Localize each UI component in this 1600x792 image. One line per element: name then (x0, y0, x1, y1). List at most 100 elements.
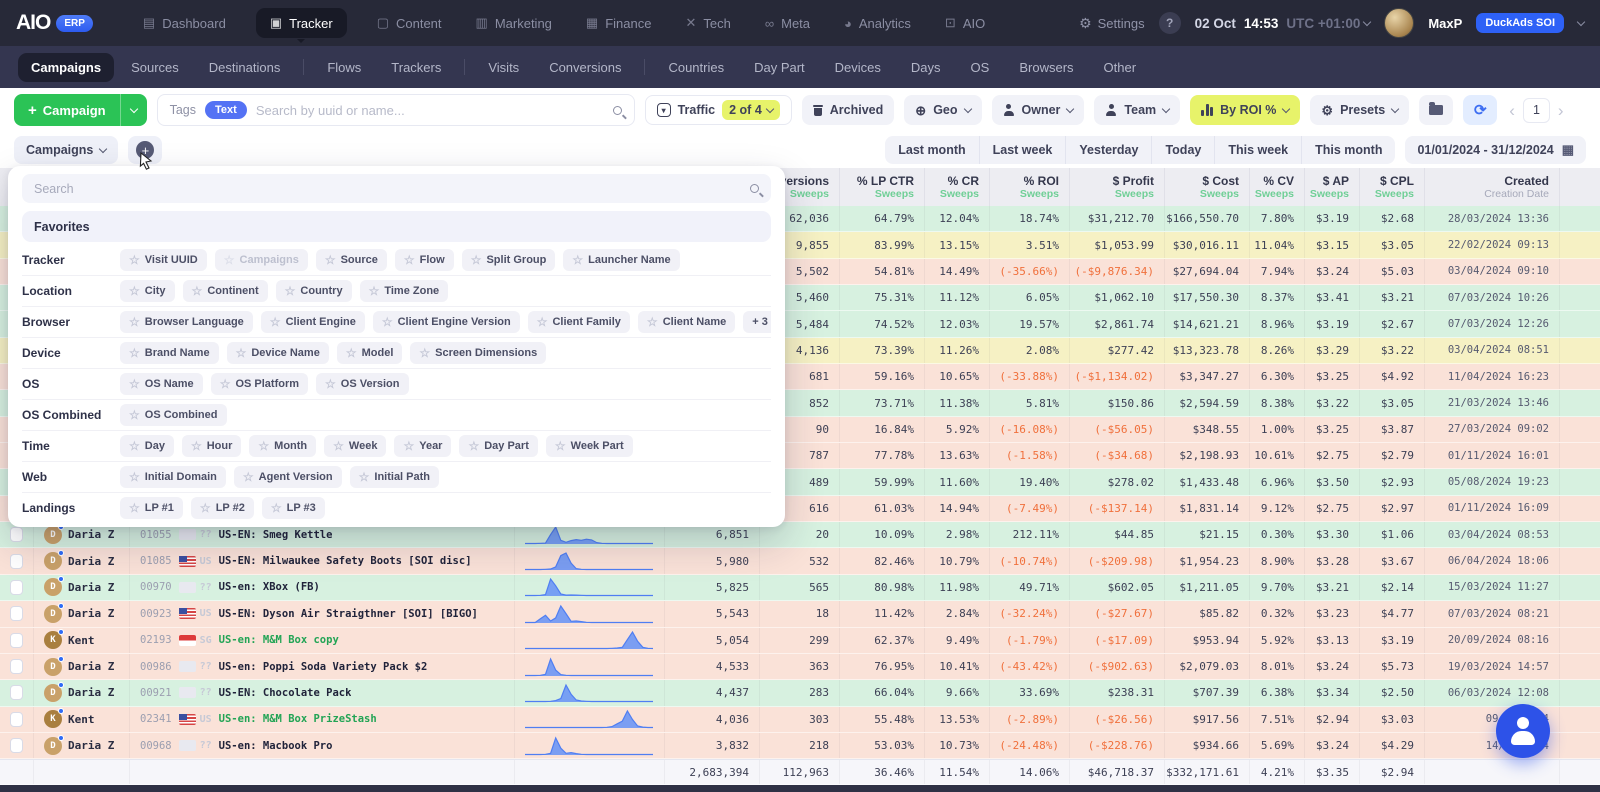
filter-chip-device-name[interactable]: ☆Device Name (227, 342, 329, 364)
filter-chip-client-engine[interactable]: ☆Client Engine (261, 311, 365, 333)
filter-chip-hour[interactable]: ☆Hour (182, 435, 241, 457)
column-header-cost[interactable]: $ CostSweeps (1165, 168, 1250, 206)
column-header-cr[interactable]: % CRSweeps (925, 168, 990, 206)
table-row[interactable]: KKent02193SGUS-en: M&M Box copy5,0542996… (0, 628, 1600, 654)
filter-chip-client-name[interactable]: ☆Client Name (638, 311, 735, 333)
tab-browsers[interactable]: Browsers (1006, 53, 1086, 82)
owner-filter-button[interactable]: Owner (992, 95, 1085, 125)
filter-chip-year[interactable]: ☆Year (394, 435, 451, 457)
row-checkbox[interactable] (10, 738, 23, 753)
nav-item-content[interactable]: ▢Content (373, 8, 446, 38)
nav-item-aio[interactable]: ⊡AIO (941, 8, 989, 38)
filter-chip-os-name[interactable]: ☆OS Name (120, 373, 203, 395)
nav-item-marketing[interactable]: ▥Marketing (472, 8, 556, 38)
nav-item-tech[interactable]: ✕Tech (681, 8, 734, 38)
column-header-ap[interactable]: $ APSweeps (1305, 168, 1360, 206)
filter-chip-client-engine-version[interactable]: ☆Client Engine Version (373, 311, 520, 333)
tab-destinations[interactable]: Destinations (196, 53, 294, 82)
filter-chip-client-family[interactable]: ☆Client Family (528, 311, 630, 333)
nav-item-tracker[interactable]: ▣Tracker (256, 8, 347, 38)
table-row[interactable]: DDaria Z00968??US-en: Macbook Pro3,83221… (0, 733, 1600, 759)
filter-chip-visit-uuid[interactable]: ☆Visit UUID (120, 249, 207, 271)
filter-chip-agent-version[interactable]: ☆Agent Version (234, 466, 342, 488)
presets-button[interactable]: ⚙ Presets (1310, 95, 1409, 125)
folders-button[interactable] (1419, 95, 1453, 125)
filter-chip-initial-path[interactable]: ☆Initial Path (350, 466, 439, 488)
filter-chip-initial-domain[interactable]: ☆Initial Domain (120, 466, 226, 488)
date-range-picker[interactable]: 01/01/2024 - 31/12/2024 ▦ (1405, 136, 1586, 164)
tab-os[interactable]: OS (958, 53, 1003, 82)
row-checkbox[interactable] (10, 580, 23, 595)
row-checkbox[interactable] (10, 659, 23, 674)
filter-chip-continent[interactable]: ☆Continent (183, 280, 268, 302)
tab-days[interactable]: Days (898, 53, 954, 82)
refresh-button[interactable]: ⟳ (1463, 95, 1497, 125)
nav-item-finance[interactable]: ▦Finance (582, 8, 656, 38)
column-header-cpl[interactable]: $ CPLSweeps (1360, 168, 1425, 206)
filter-chip-os-platform[interactable]: ☆OS Platform (211, 373, 308, 395)
geo-filter-button[interactable]: ⊕ Geo (904, 95, 981, 125)
support-fab-button[interactable] (1496, 704, 1550, 758)
prev-page-button[interactable]: ‹ (1509, 102, 1515, 119)
row-checkbox[interactable] (10, 712, 23, 727)
filter-chip-screen-dimensions[interactable]: ☆Screen Dimensions (410, 342, 546, 364)
help-icon[interactable]: ? (1159, 12, 1181, 34)
favorites-section[interactable]: Favorites (22, 211, 771, 242)
timezone-select[interactable]: UTC +01:00 (1286, 16, 1370, 31)
filter-chip-time-zone[interactable]: ☆Time Zone (360, 280, 449, 302)
filter-chip-brand-name[interactable]: ☆Brand Name (120, 342, 219, 364)
range-button-last-month[interactable]: Last month (885, 136, 978, 164)
org-badge[interactable]: DuckAds SOI (1476, 13, 1564, 33)
filter-chip-browser-language[interactable]: ☆Browser Language (120, 311, 253, 333)
tab-day-part[interactable]: Day Part (741, 53, 818, 82)
filter-chip-campaigns[interactable]: ☆Campaigns (215, 249, 308, 271)
filter-chip-week-part[interactable]: ☆Week Part (546, 435, 633, 457)
brand-logo[interactable]: AIO ERP (16, 11, 93, 35)
table-row[interactable]: KKent02341USUS-en: M&M Box PrizeStash4,0… (0, 707, 1600, 733)
column-header-roi[interactable]: % ROISweeps (990, 168, 1070, 206)
search-icon[interactable] (613, 106, 622, 115)
user-menu-chevron-icon[interactable] (1577, 17, 1585, 25)
range-button-last-week[interactable]: Last week (979, 136, 1066, 164)
tab-conversions[interactable]: Conversions (536, 53, 634, 82)
filter-chip-source[interactable]: ☆Source (316, 249, 387, 271)
filter-chip-model[interactable]: ☆Model (337, 342, 403, 364)
column-header-profit[interactable]: $ ProfitSweeps (1070, 168, 1165, 206)
filter-chip-split-group[interactable]: ☆Split Group (462, 249, 556, 271)
range-button-this-month[interactable]: This month (1301, 136, 1395, 164)
nav-item-analytics[interactable]: ◕Analytics (840, 9, 915, 38)
filter-chip-week[interactable]: ☆Week (324, 435, 386, 457)
range-button-yesterday[interactable]: Yesterday (1065, 136, 1151, 164)
filter-chip-os-combined[interactable]: ☆OS Combined (120, 404, 227, 426)
table-row[interactable]: DDaria Z00986??US-en: Poppi Soda Variety… (0, 654, 1600, 680)
column-header-cv[interactable]: % CVSweeps (1250, 168, 1305, 206)
tab-campaigns[interactable]: Campaigns (18, 53, 114, 82)
tab-visits[interactable]: Visits (475, 53, 532, 82)
filter-chip-country[interactable]: ☆Country (276, 280, 352, 302)
table-row[interactable]: DDaria Z00923USUS-EN: Dyson Air Straigth… (0, 601, 1600, 627)
filter-chip-month[interactable]: ☆Month (249, 435, 316, 457)
table-row[interactable]: DDaria Z00921??US-EN: Chocolate Pack4,43… (0, 680, 1600, 706)
add-campaign-dropdown[interactable] (120, 94, 147, 126)
add-campaign-button[interactable]: + Campaign (14, 94, 147, 126)
filter-chip-lp-2[interactable]: ☆LP #2 (191, 497, 254, 519)
table-row[interactable]: DDaria Z00970??US-en: XBox (FB)5,8255658… (0, 575, 1600, 601)
filter-chip-lp-1[interactable]: ☆LP #1 (120, 497, 183, 519)
column-header-lpctr[interactable]: % LP CTRSweeps (840, 168, 925, 206)
filter-chip-day[interactable]: ☆Day (120, 435, 174, 457)
archived-button[interactable]: Archived (802, 95, 895, 125)
column-header-created[interactable]: CreatedCreation Date (1425, 168, 1560, 206)
sort-by-roi-button[interactable]: By ROI % (1190, 95, 1300, 125)
tab-devices[interactable]: Devices (822, 53, 894, 82)
nav-item-dashboard[interactable]: ▤Dashboard (139, 8, 230, 38)
filter-chip-flow[interactable]: ☆Flow (395, 249, 454, 271)
filter-chip-os-version[interactable]: ☆OS Version (316, 373, 408, 395)
nav-item-meta[interactable]: ∞Meta (761, 9, 814, 38)
traffic-filter-button[interactable]: ▾ Traffic 2 of 4 (645, 95, 792, 125)
row-checkbox[interactable] (10, 633, 23, 648)
tab-other[interactable]: Other (1091, 53, 1150, 82)
tab-countries[interactable]: Countries (655, 53, 737, 82)
filter-chip-day-part[interactable]: ☆Day Part (459, 435, 537, 457)
row-checkbox[interactable] (10, 554, 23, 569)
search-input[interactable]: Search by uuid or name... (256, 103, 405, 118)
